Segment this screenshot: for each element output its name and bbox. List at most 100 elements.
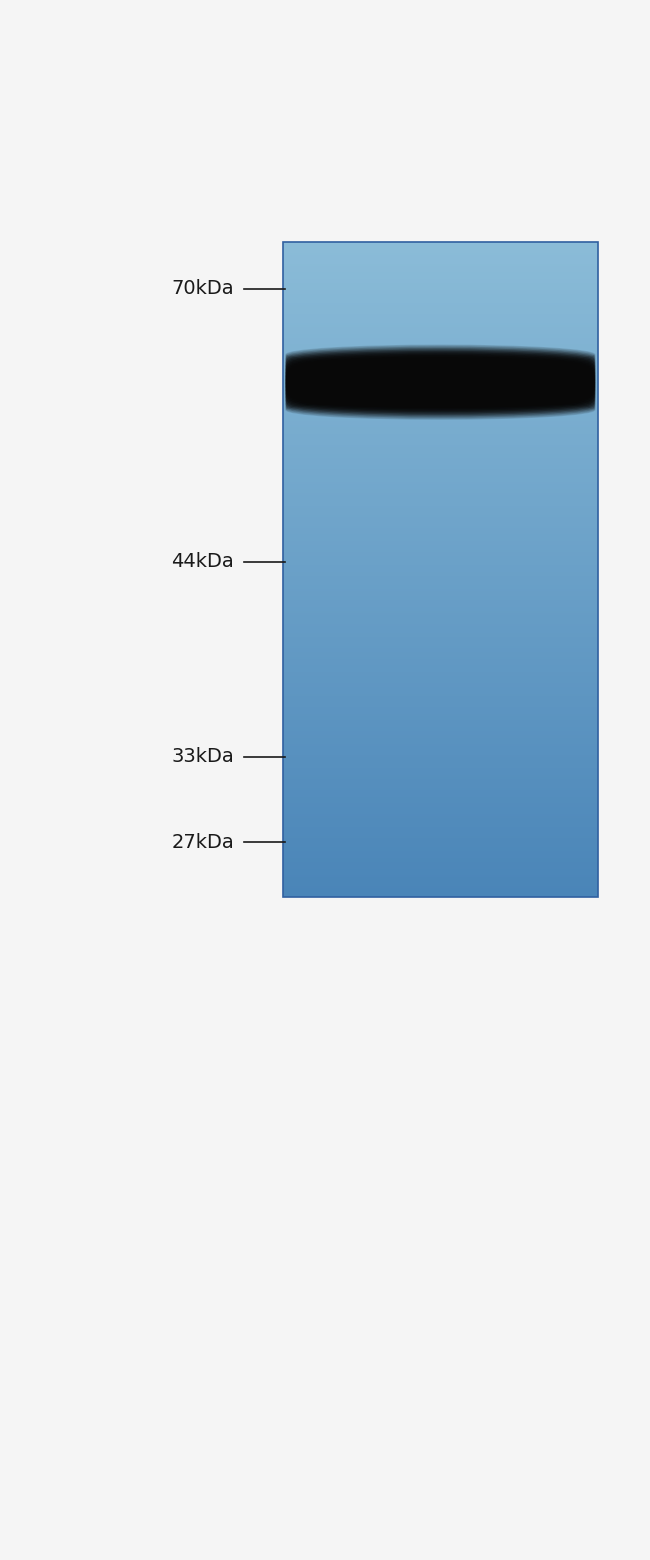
Bar — [283, 248, 598, 251]
Bar — [283, 680, 598, 683]
Ellipse shape — [286, 385, 595, 406]
Bar — [283, 718, 598, 721]
Bar — [283, 590, 598, 591]
Bar — [283, 324, 598, 328]
Bar — [283, 356, 598, 357]
Bar — [283, 480, 598, 482]
Bar — [283, 855, 598, 858]
Bar — [283, 888, 598, 891]
Bar — [283, 764, 598, 766]
Bar — [283, 418, 598, 421]
Bar — [283, 296, 598, 298]
Ellipse shape — [286, 370, 595, 388]
Bar — [283, 268, 598, 270]
Bar — [283, 636, 598, 640]
Bar — [283, 816, 598, 819]
Ellipse shape — [286, 371, 595, 390]
Bar — [283, 262, 598, 264]
Bar — [283, 499, 598, 502]
Ellipse shape — [286, 346, 595, 365]
Bar — [283, 786, 598, 788]
Bar — [283, 568, 598, 569]
Bar — [283, 863, 598, 864]
Bar — [283, 836, 598, 838]
Bar — [283, 651, 598, 652]
Bar — [283, 427, 598, 429]
Bar — [283, 298, 598, 301]
Bar — [283, 792, 598, 794]
Bar — [283, 585, 598, 587]
Bar — [283, 342, 598, 345]
Bar — [283, 460, 598, 462]
Bar — [283, 437, 598, 438]
Bar — [283, 340, 598, 342]
Bar — [283, 881, 598, 885]
Bar — [283, 640, 598, 641]
Bar — [283, 771, 598, 772]
Bar — [283, 317, 598, 318]
Bar — [283, 410, 598, 412]
Bar — [283, 374, 598, 378]
Bar — [283, 626, 598, 629]
Bar — [283, 290, 598, 292]
Bar — [283, 755, 598, 757]
Bar — [283, 886, 598, 888]
Bar — [283, 284, 598, 285]
Bar — [283, 438, 598, 440]
Bar — [283, 535, 598, 537]
Bar — [283, 864, 598, 866]
Bar — [283, 825, 598, 827]
Bar — [283, 569, 598, 571]
Bar — [283, 524, 598, 526]
Bar — [283, 772, 598, 775]
Bar — [283, 724, 598, 727]
Ellipse shape — [286, 357, 595, 378]
Bar — [283, 844, 598, 847]
Bar — [283, 891, 598, 892]
Bar — [283, 630, 598, 633]
Ellipse shape — [286, 379, 595, 398]
Text: 27kDa: 27kDa — [171, 833, 234, 852]
Ellipse shape — [286, 357, 595, 376]
Bar — [283, 805, 598, 808]
Bar — [283, 830, 598, 831]
Ellipse shape — [286, 363, 595, 382]
Bar — [283, 399, 598, 401]
Bar — [283, 426, 598, 427]
Bar — [283, 254, 598, 257]
Ellipse shape — [286, 384, 595, 402]
Bar — [283, 694, 598, 696]
Bar — [283, 357, 598, 360]
Bar — [283, 279, 598, 281]
Bar — [283, 513, 598, 515]
Ellipse shape — [286, 368, 595, 387]
Bar — [283, 362, 598, 363]
Bar — [283, 778, 598, 782]
Bar — [283, 669, 598, 672]
Ellipse shape — [286, 359, 595, 379]
Ellipse shape — [286, 382, 595, 401]
Bar — [283, 647, 598, 651]
Bar — [283, 803, 598, 805]
Bar — [283, 516, 598, 519]
Bar — [283, 465, 598, 466]
Bar — [283, 721, 598, 722]
Bar — [283, 808, 598, 810]
Bar — [283, 532, 598, 535]
Bar — [283, 246, 598, 248]
Bar — [283, 885, 598, 886]
Bar — [283, 351, 598, 353]
Bar — [283, 633, 598, 635]
Bar — [283, 295, 598, 296]
Bar — [283, 644, 598, 646]
Bar — [283, 498, 598, 499]
Bar — [283, 264, 598, 265]
Bar — [283, 390, 598, 393]
Bar — [283, 242, 598, 243]
Bar — [283, 635, 598, 636]
Bar — [283, 406, 598, 407]
Bar — [283, 329, 598, 331]
Bar — [283, 674, 598, 677]
Bar — [283, 810, 598, 811]
Bar — [283, 797, 598, 799]
